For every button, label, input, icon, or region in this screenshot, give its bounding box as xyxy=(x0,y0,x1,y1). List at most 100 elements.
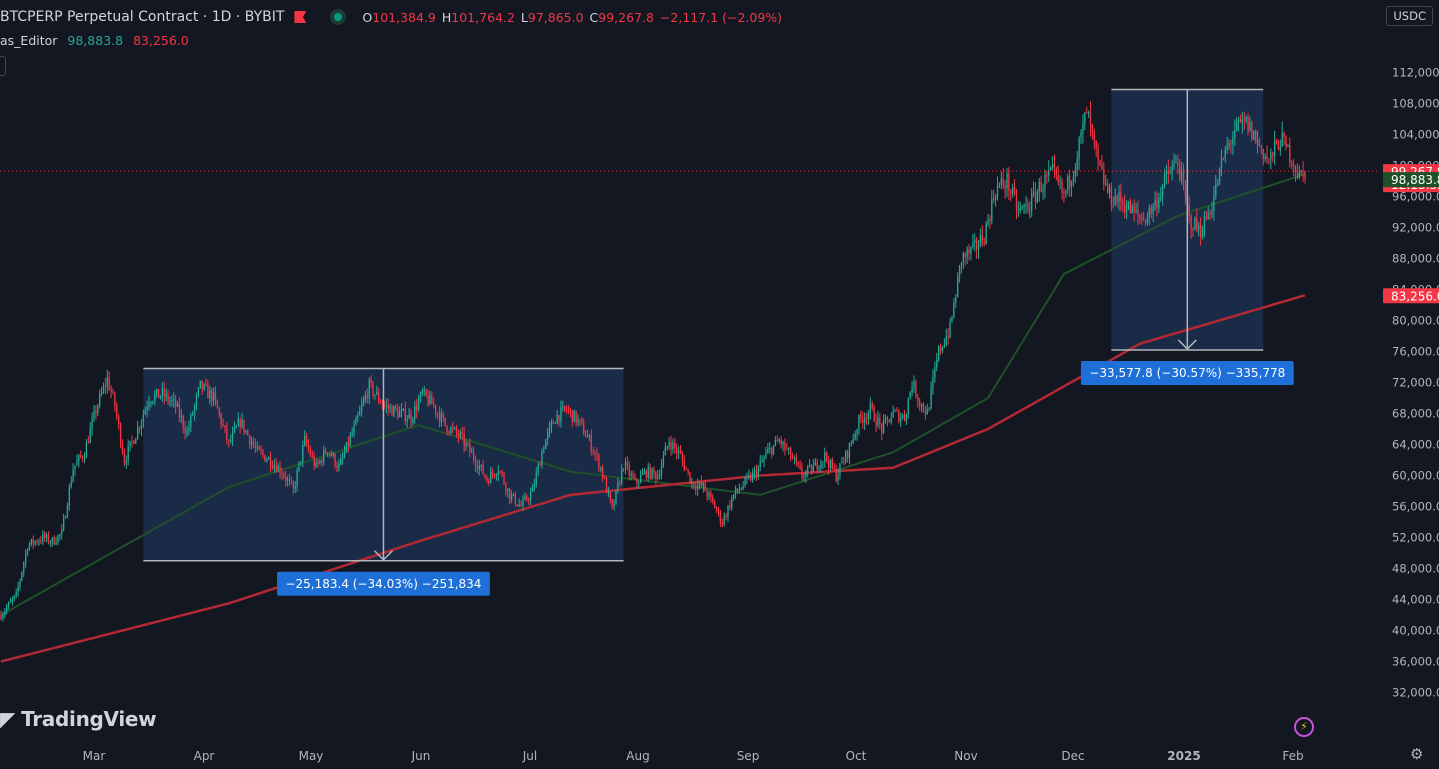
candle-body xyxy=(474,459,477,466)
candle-body xyxy=(376,392,378,395)
candle-body xyxy=(605,478,608,493)
candle-body xyxy=(1046,174,1048,176)
candle-body xyxy=(93,410,95,419)
candle-body xyxy=(573,411,575,422)
candle-body xyxy=(528,500,530,502)
ohlc-close-key: C xyxy=(589,9,599,25)
candle-body xyxy=(100,392,103,395)
candle-body xyxy=(1065,190,1067,193)
candle-body xyxy=(218,408,220,414)
price-axis[interactable]: 112,000.0108,000.0104,000.0100,000.096,0… xyxy=(1380,0,1439,769)
candle-body xyxy=(482,464,484,475)
candle-body xyxy=(936,359,938,368)
candle-body xyxy=(1192,229,1194,231)
candle-body xyxy=(744,477,746,486)
candle-body xyxy=(738,489,741,492)
candle-body xyxy=(660,465,663,476)
candle-body xyxy=(1177,162,1179,166)
currency-button[interactable]: USDC xyxy=(1386,6,1433,26)
candle-body xyxy=(53,537,55,545)
candle-body xyxy=(641,473,644,476)
candle-body xyxy=(453,427,456,429)
candle-body xyxy=(715,508,718,511)
candle-body xyxy=(1000,178,1002,185)
candle-body xyxy=(911,387,913,393)
candle-body xyxy=(66,506,69,517)
candle-body xyxy=(1154,200,1156,207)
legend-collapse-button[interactable] xyxy=(0,56,6,76)
candle-body xyxy=(1059,181,1061,183)
candle-body xyxy=(512,493,515,495)
candle-body xyxy=(1061,181,1063,193)
candle-body xyxy=(1254,130,1257,143)
candle-body xyxy=(87,442,89,444)
candle-body xyxy=(36,541,38,543)
candle-body xyxy=(188,426,190,432)
candle-body xyxy=(271,466,274,468)
candle-body xyxy=(966,249,968,257)
candle-body xyxy=(968,249,970,254)
candle-body xyxy=(1067,176,1069,191)
candle-body xyxy=(61,529,63,535)
candle-body xyxy=(970,247,972,254)
price-axis-labels: 99,267.812:13:3298,883.883,256.0 xyxy=(1383,164,1439,303)
candle-body xyxy=(996,185,999,197)
candle-body xyxy=(896,410,898,412)
candle-body xyxy=(1260,145,1263,149)
price-tick-label: 40,000.0 xyxy=(1392,624,1439,638)
candle-body xyxy=(32,539,34,544)
candle-body xyxy=(814,461,816,466)
candle-body xyxy=(1251,122,1253,140)
candle-body xyxy=(256,446,258,448)
candle-body xyxy=(49,542,52,544)
candle-body xyxy=(163,388,165,397)
candle-body xyxy=(463,433,465,446)
candle-body xyxy=(1042,188,1044,192)
candle-body xyxy=(1124,204,1126,212)
lightning-icon[interactable]: ⚡ xyxy=(1294,717,1314,737)
candle-body xyxy=(520,504,522,507)
candle-body xyxy=(860,414,862,419)
candle-body xyxy=(1082,122,1084,133)
candle-body xyxy=(577,418,579,424)
candle-body xyxy=(123,452,126,464)
candle-body xyxy=(205,384,207,386)
gear-icon[interactable]: ⚙ xyxy=(1410,745,1424,763)
price-tick-label: 80,000.0 xyxy=(1392,314,1439,328)
candle-body xyxy=(1211,210,1213,215)
time-tick-label: Mar xyxy=(83,749,106,763)
candle-body xyxy=(736,488,739,492)
candle-body xyxy=(685,469,687,471)
candle-body xyxy=(252,442,255,446)
time-axis[interactable]: Mar Apr May Jun Jul Aug Sep Oct Nov Dec 2025 Feb xyxy=(83,749,1304,763)
candle-body xyxy=(681,453,684,461)
candle-body xyxy=(522,499,524,507)
candle-body xyxy=(1021,206,1023,208)
candle-body xyxy=(827,460,830,469)
candle-body xyxy=(167,393,169,402)
candle-body xyxy=(336,465,338,469)
candle-body xyxy=(203,384,205,390)
candle-body xyxy=(119,424,122,445)
candle-body xyxy=(222,424,224,426)
candle-body xyxy=(1040,182,1042,192)
price-tick-label: 112,000.0 xyxy=(1392,66,1439,80)
candle-body xyxy=(1241,119,1244,123)
tradingview-logo[interactable]: ◤ TradingView xyxy=(0,707,157,731)
candle-body xyxy=(1006,173,1008,189)
flag-icon[interactable] xyxy=(294,11,307,23)
candle-body xyxy=(1038,182,1040,193)
candle-body xyxy=(649,466,651,479)
candle-body xyxy=(368,379,370,399)
candle-body xyxy=(1285,136,1287,147)
candle-body xyxy=(509,488,511,500)
candle-body xyxy=(169,400,171,402)
symbol-title[interactable]: BTCPERP Perpetual Contract · 1D · BYBIT xyxy=(0,9,285,25)
indicator-legend[interactable]: as_Editor 98,883.8 83,256.0 xyxy=(0,33,189,48)
candle-body xyxy=(695,487,697,490)
candle-body xyxy=(1258,139,1261,146)
candle-body xyxy=(1057,174,1059,182)
candle-body xyxy=(389,406,391,409)
candle-body xyxy=(776,439,778,442)
